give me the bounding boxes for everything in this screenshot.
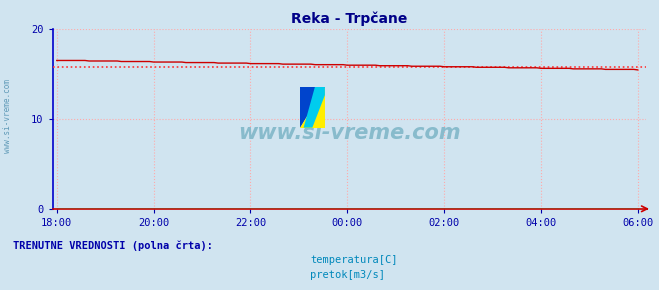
Text: pretok[m3/s]: pretok[m3/s] (310, 270, 386, 280)
Polygon shape (300, 87, 325, 128)
Text: www.si-vreme.com: www.si-vreme.com (3, 79, 13, 153)
Title: Reka - Trpčane: Reka - Trpčane (291, 12, 407, 26)
Text: temperatura[C]: temperatura[C] (310, 255, 398, 265)
Text: www.si-vreme.com: www.si-vreme.com (238, 123, 461, 143)
Polygon shape (300, 87, 325, 128)
Text: TRENUTNE VREDNOSTI (polna črta):: TRENUTNE VREDNOSTI (polna črta): (13, 241, 213, 251)
Polygon shape (304, 87, 325, 128)
